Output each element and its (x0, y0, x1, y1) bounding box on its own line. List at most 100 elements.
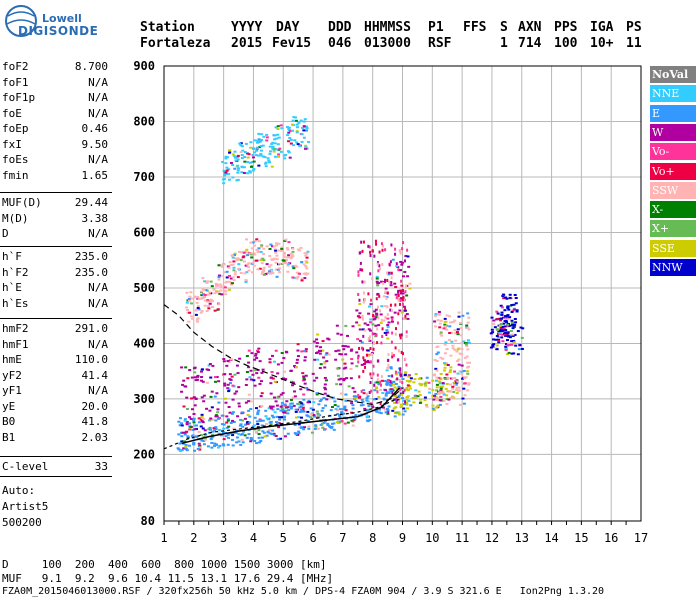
echo-point (298, 406, 302, 409)
echo-streak (367, 337, 370, 341)
echo-point (201, 380, 205, 383)
echo-point (495, 328, 499, 331)
echo-streak (404, 357, 407, 361)
echo-point (520, 347, 524, 350)
echo-point (275, 244, 279, 247)
echo-point (233, 252, 237, 255)
echo-point (386, 411, 390, 414)
echo-point (336, 374, 340, 377)
echo-streak (384, 315, 387, 319)
echo-point (351, 404, 355, 407)
echo-point (398, 269, 402, 272)
echo-streak (368, 245, 371, 249)
echo-cluster (438, 326, 442, 329)
param-hmF1: hmF1 N/A (2, 338, 108, 353)
echo-point (297, 423, 301, 426)
echo-point (261, 155, 265, 158)
echo-point (249, 438, 253, 441)
echo-point (277, 262, 281, 265)
echo-point (375, 277, 379, 280)
echo-point (261, 144, 265, 147)
header-val-0: Fortaleza (140, 36, 211, 51)
echo-point (277, 242, 281, 245)
echo-point (227, 436, 231, 439)
param-value: N/A (88, 227, 108, 240)
echo-streak (381, 262, 384, 266)
echo-point (283, 239, 287, 242)
echo-streak (363, 297, 366, 301)
echo-streak (359, 251, 362, 255)
echo-point (237, 267, 241, 270)
echo-streak (379, 380, 382, 384)
echo-point (232, 266, 236, 269)
echo-point (221, 178, 225, 181)
echo-streak (378, 267, 381, 271)
legend-nne: NNE (650, 85, 696, 103)
echo-point (316, 333, 320, 336)
x-tick-label: 16 (604, 531, 618, 545)
echo-point (408, 287, 412, 290)
echo-point (286, 248, 290, 251)
echo-point (449, 366, 453, 369)
echo-point (276, 143, 280, 146)
echo-point (247, 262, 251, 265)
echo-point (202, 295, 206, 298)
echo-streak (362, 356, 365, 360)
echo-streak (401, 381, 404, 385)
echo-point (336, 413, 340, 416)
echo-point (275, 415, 279, 418)
echo-point (291, 123, 295, 126)
echo-point (344, 353, 348, 356)
echo-point (241, 425, 245, 428)
echo-point (219, 434, 223, 437)
echo-point (249, 141, 253, 144)
echo-point (212, 427, 216, 430)
echo-streak (402, 241, 405, 245)
echo-point (498, 329, 502, 332)
param-key: h`F2 (2, 265, 29, 279)
echo-point (280, 247, 284, 250)
echo-point (295, 130, 299, 133)
echo-point (344, 393, 348, 396)
echo-streak (405, 334, 408, 338)
echo-point (386, 412, 390, 415)
echo-point (178, 424, 182, 427)
echo-point (259, 145, 263, 148)
echo-point (253, 253, 257, 256)
echo-point (238, 142, 242, 145)
echo-streak (363, 365, 366, 369)
echo-streak (397, 297, 400, 301)
echo-streak (380, 375, 383, 379)
echo-streak (362, 347, 365, 351)
echo-point (373, 317, 377, 320)
echo-point (185, 309, 189, 312)
echo-point (510, 310, 514, 313)
echo-point (414, 394, 418, 397)
echo-streak (357, 354, 360, 358)
echo-point (294, 116, 298, 119)
echo-point (208, 418, 212, 421)
echo-point (322, 397, 326, 400)
echo-point (439, 390, 443, 393)
echo-point (333, 404, 337, 407)
echo-point (400, 263, 404, 266)
echo-point (196, 296, 200, 299)
echo-cluster (448, 325, 452, 328)
echo-cluster (463, 382, 467, 385)
echo-point (287, 126, 291, 129)
echo-point (419, 398, 423, 401)
echo-point (251, 153, 255, 156)
echo-point (378, 408, 382, 411)
echo-point (504, 347, 508, 350)
echo-point (284, 409, 288, 412)
echo-point (185, 408, 189, 411)
echo-point (506, 334, 510, 337)
echo-point (270, 354, 274, 357)
footer-file-row: FZA0M_2015046013000.RSF / 320fx256h 50 k… (2, 586, 605, 597)
echo-streak (390, 340, 393, 344)
echo-point (295, 358, 299, 361)
echo-point (268, 358, 272, 361)
param-foF1p: foF1p N/A (2, 91, 108, 106)
echo-point (194, 424, 198, 427)
echo-cluster (447, 339, 451, 342)
